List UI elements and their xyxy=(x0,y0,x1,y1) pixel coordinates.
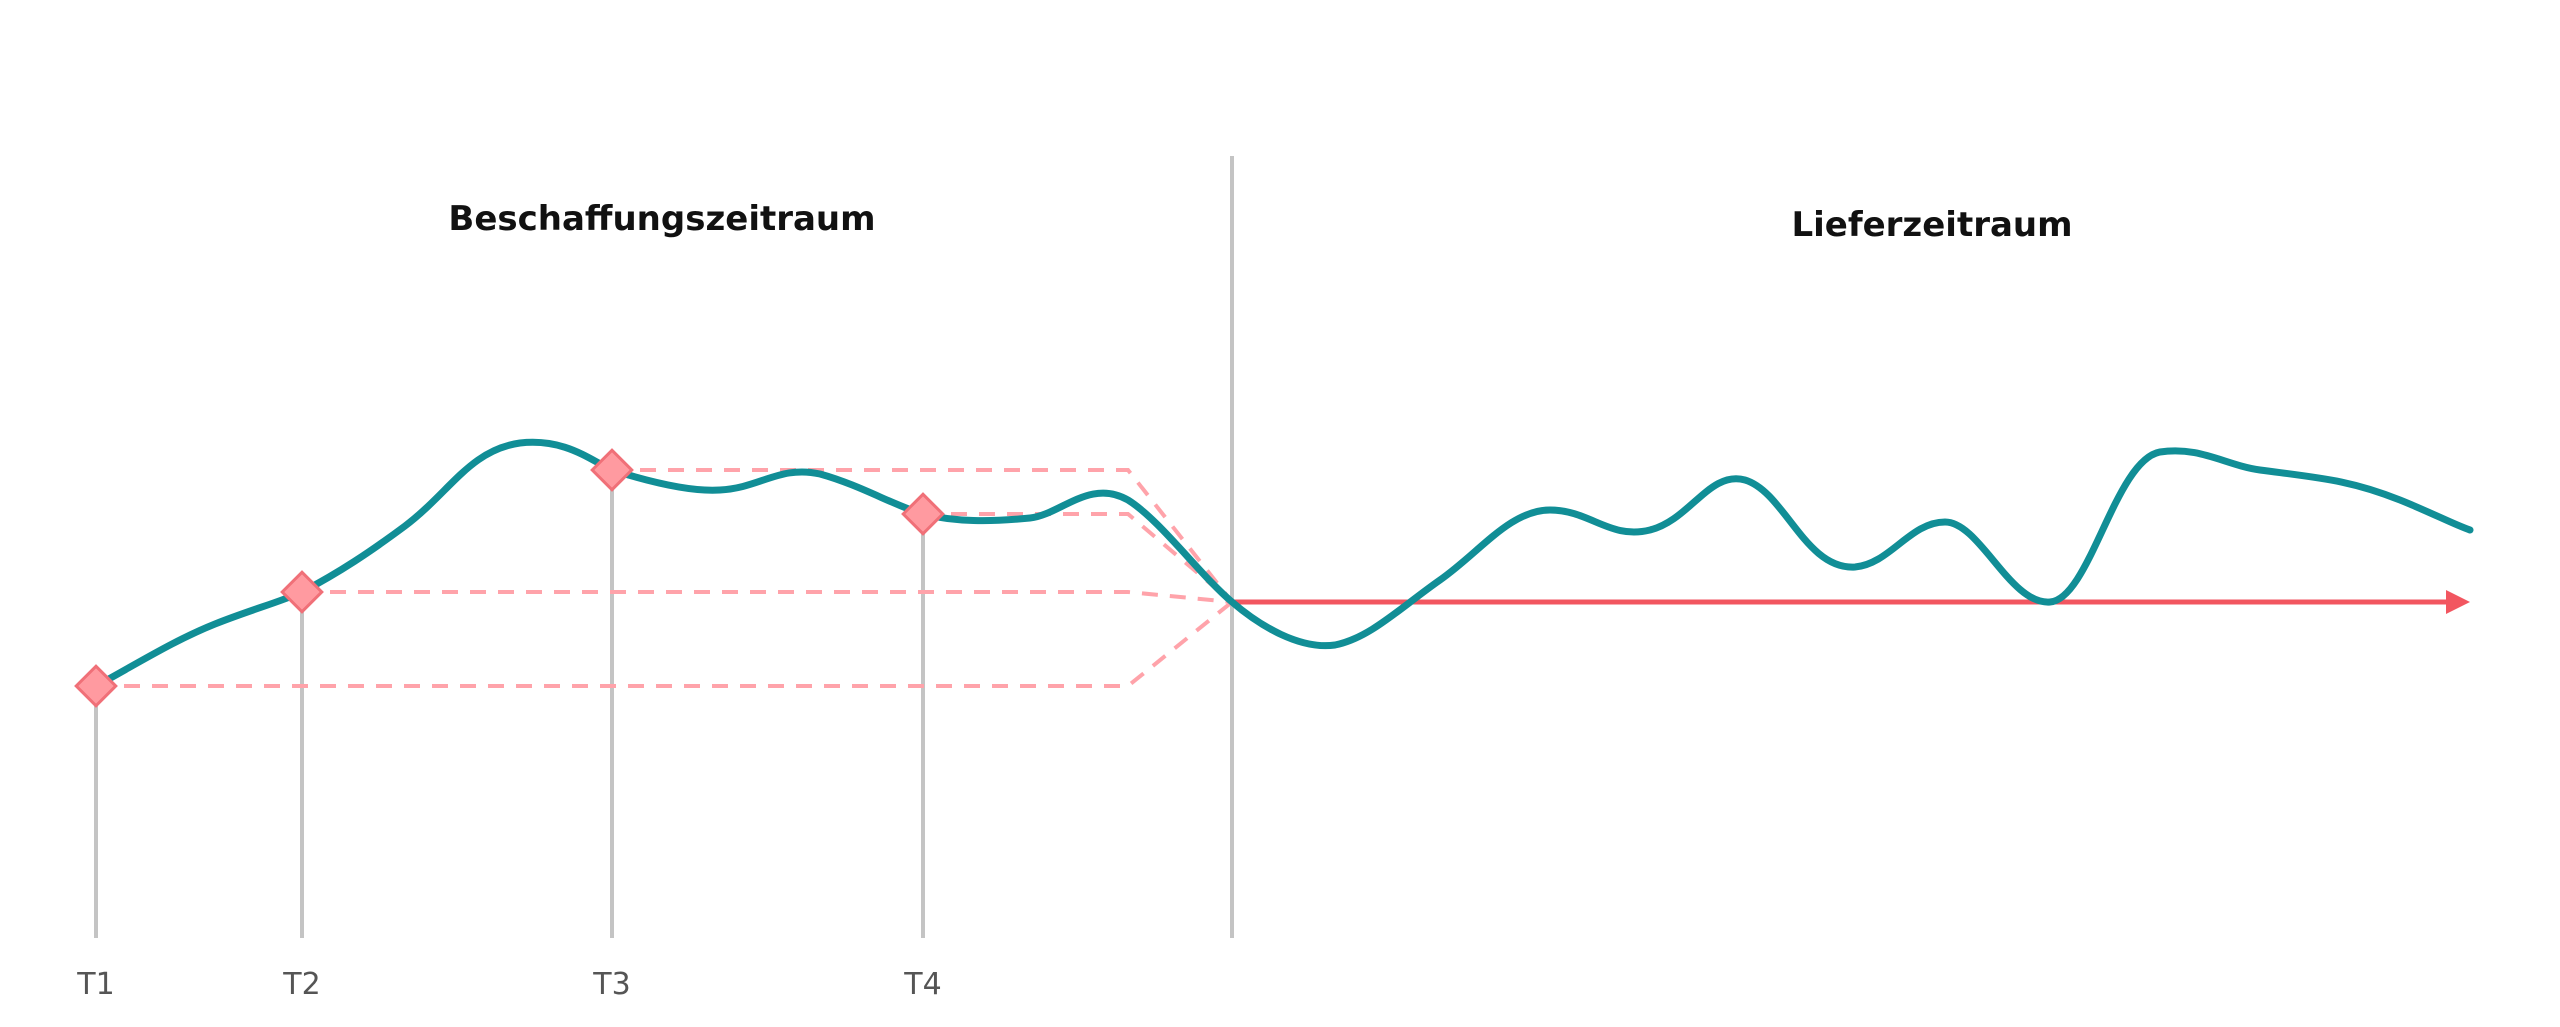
marker-t2-icon xyxy=(280,570,324,614)
timepoint-label-t3: T3 xyxy=(592,967,630,1002)
procurement-markers xyxy=(74,448,945,708)
hedge-dashed-lines xyxy=(96,468,1234,688)
marker-t3-icon xyxy=(590,448,634,492)
timepoint-label-t4: T4 xyxy=(903,967,941,1002)
section-title-delivery: Lieferzeitraum xyxy=(1791,205,2072,245)
timepoint-label-t1: T1 xyxy=(76,967,114,1002)
delivery-arrow xyxy=(1232,590,2470,614)
dashed-line-t1 xyxy=(96,600,1234,688)
timepoint-label-t2: T2 xyxy=(282,967,320,1002)
marker-t1-icon xyxy=(74,664,118,708)
timepoint-guides xyxy=(94,470,925,938)
dashed-line-t2 xyxy=(302,590,1233,604)
arrow-head-icon xyxy=(2446,590,2470,614)
marker-t4-icon xyxy=(901,492,945,536)
dashed-line-t4 xyxy=(923,512,1234,604)
dashed-line-t3 xyxy=(612,468,1234,604)
section-title-procurement: Beschaffungszeitraum xyxy=(448,199,875,239)
price-curve xyxy=(92,438,2474,690)
